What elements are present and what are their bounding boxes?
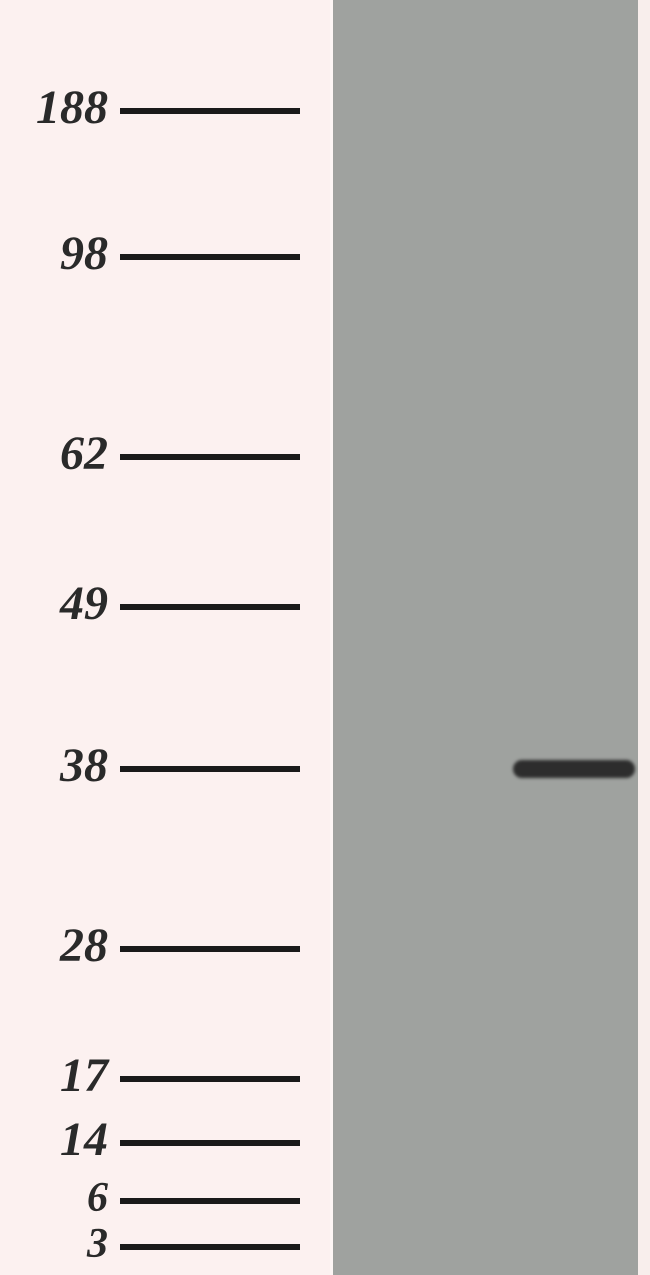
mw-marker-tick (120, 108, 300, 114)
blot-lane-panel (330, 0, 650, 1275)
mw-marker-tick (120, 604, 300, 610)
mw-marker-label: 28 (60, 922, 108, 970)
mw-marker-label: 17 (60, 1052, 108, 1100)
mw-marker-tick (120, 766, 300, 772)
mw-marker-label: 14 (60, 1116, 108, 1164)
western-blot-figure: 188 98 62 49 38 28 17 14 63 (0, 0, 650, 1275)
protein-band (513, 760, 635, 778)
mw-marker-label: 62 (60, 430, 108, 478)
mw-marker-label: 98 (60, 230, 108, 278)
mw-marker-label: 38 (60, 742, 108, 790)
mw-marker-tick (120, 1140, 300, 1146)
mw-marker-tick (120, 1076, 300, 1082)
mw-marker-label: 3 (87, 1223, 108, 1265)
mw-marker-tick (120, 1244, 300, 1250)
mw-marker-tick (120, 254, 300, 260)
lane-right-edge (638, 0, 650, 1275)
mw-marker-tick (120, 454, 300, 460)
mw-marker-tick (120, 1198, 300, 1204)
mw-marker-label: 188 (36, 84, 108, 132)
molecular-weight-ladder-panel: 188 98 62 49 38 28 17 14 63 (0, 0, 330, 1275)
mw-marker-label: 6 (87, 1177, 108, 1219)
mw-marker-label: 49 (60, 580, 108, 628)
mw-marker-tick (120, 946, 300, 952)
